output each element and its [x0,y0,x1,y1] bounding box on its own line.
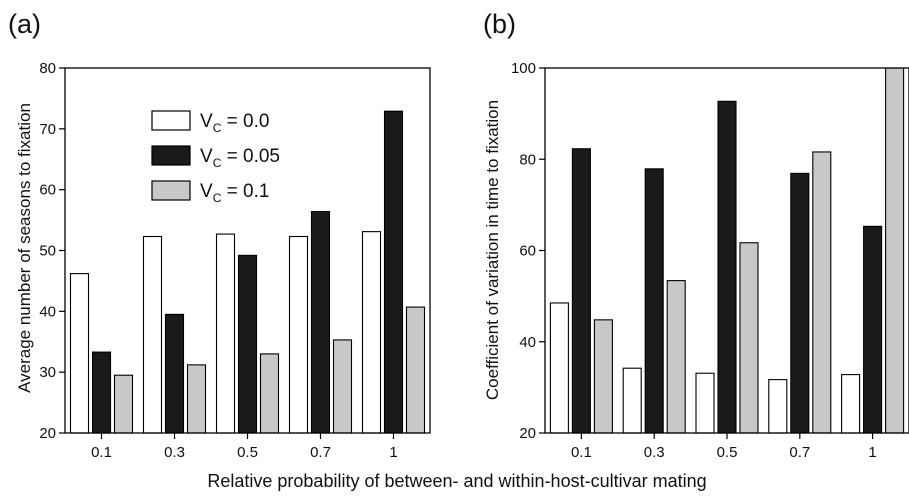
bar-b-s0-c0 [549,302,569,434]
bar-b-s1-c1 [644,168,664,434]
ytick-label-a-2: 40 [39,303,56,320]
bar-b-s1-c4 [863,225,883,434]
bar-a-s2-c1 [186,364,207,434]
xtick-label-b-2: 0.5 [717,444,738,461]
bar-b-s0-c1 [622,367,642,434]
ytick-label-b-0: 20 [519,425,536,442]
bar-a-s0-c2 [215,233,236,434]
legend-entry-1: VC = 0.05 [151,145,280,170]
ytick-label-a-6: 80 [39,60,56,77]
ytick-label-a-1: 30 [39,364,56,381]
panel-a-chart: 20 30 40 50 60 70 80 0.1 0.3 0.5 0.7 1 [39,60,431,461]
bar-b-s0-c4 [841,374,861,434]
xtick-label-b-4: 1 [868,444,876,461]
legend-label-0: VC = 0.0 [200,111,269,135]
panel-a-ylabel: Average number of seasons to fixation [15,103,34,393]
ytick-label-a-4: 60 [39,182,56,199]
xtick-label-a-3: 0.7 [310,444,331,461]
ytick-label-a-3: 50 [39,243,56,260]
panel-b-label: (b) [483,9,516,39]
shared-xlabel: Relative probability of between- and wit… [207,471,706,491]
bar-b-s1-c2 [717,100,737,434]
xtick-label-b-0: 0.1 [571,444,592,461]
bar-b-s2-c4 [885,67,905,434]
legend-swatch-2 [151,180,191,201]
ytick-label-b-4: 100 [511,60,536,77]
ytick-label-b-1: 40 [519,334,536,351]
ytick-label-a-5: 70 [39,121,56,138]
ytick-label-b-3: 80 [519,151,536,168]
legend-label-1: VC = 0.05 [200,146,280,170]
bar-b-s0-c2 [695,372,715,434]
bar-a-s2-c4 [405,306,426,434]
bar-a-s1-c0 [91,351,112,434]
bar-a-s2-c2 [259,353,280,434]
xtick-label-b-1: 0.3 [644,444,665,461]
bar-b-s0-c3 [768,379,788,434]
legend-swatch-0 [151,110,191,131]
bar-b-s1-c3 [790,172,810,434]
bar-a-s1-c4 [383,110,404,434]
ytick-label-b-2: 60 [519,243,536,260]
panel-a-label: (a) [8,9,41,39]
bar-a-s1-c3 [310,211,331,434]
bar-a-s0-c0 [69,273,90,434]
bar-a-s2-c3 [332,339,353,434]
bar-a-s1-c2 [237,254,258,434]
legend-entry-2: VC = 0.1 [151,180,269,205]
xtick-label-a-2: 0.5 [237,444,258,461]
bar-b-s1-c0 [571,148,591,434]
xtick-label-b-3: 0.7 [789,444,810,461]
panel-b-ylabel: Coefficient of variation in time to fixa… [483,100,502,400]
legend-swatch-1 [151,145,191,166]
legend: VC = 0.0 VC = 0.05 VC = 0.1 [151,110,280,205]
panel-b-chart: 20 40 60 80 100 0.1 0.3 0.5 0.7 1 [511,60,909,461]
bar-b-s2-c0 [593,319,613,434]
legend-label-2: VC = 0.1 [200,181,269,205]
xtick-label-a-0: 0.1 [91,444,112,461]
bar-a-s0-c1 [142,235,163,434]
bar-a-s2-c0 [113,374,134,434]
ytick-label-a-0: 20 [39,425,56,442]
legend-entry-0: VC = 0.0 [151,110,269,135]
bar-a-s1-c1 [164,313,185,434]
bar-b-s2-c1 [666,280,686,434]
bar-a-s0-c4 [361,231,382,434]
bar-b-s2-c3 [812,151,832,434]
xtick-label-a-1: 0.3 [164,444,185,461]
xtick-label-a-4: 1 [389,444,397,461]
bar-a-s0-c3 [288,235,309,434]
bar-b-s2-c2 [739,242,759,434]
